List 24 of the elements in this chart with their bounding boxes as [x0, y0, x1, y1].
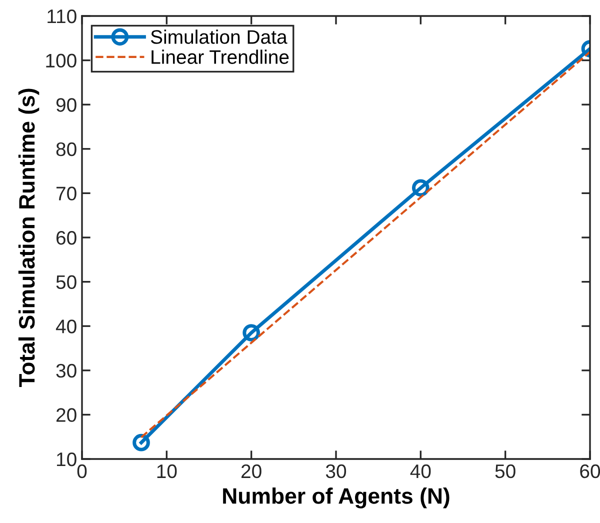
- x-tick-label: 20: [242, 464, 262, 478]
- x-tick-label: 40: [410, 464, 431, 478]
- legend-label: Linear Trendline: [152, 50, 289, 64]
- point: [242, 324, 260, 342]
- x-tick-label: 50: [495, 464, 516, 478]
- y-tick-label: 100: [46, 54, 76, 68]
- legend-label: Simulation Data: [150, 30, 288, 44]
- y-tick-label: 70: [56, 186, 76, 200]
- y-tick-label: 20: [56, 408, 76, 422]
- y-tick-label: 50: [56, 275, 76, 290]
- y-tick-label: 90: [56, 98, 76, 112]
- y-tick-label: 40: [56, 320, 76, 334]
- y-tick-label: 80: [56, 142, 76, 156]
- x-axis-title: Number of Agents (N): [223, 488, 450, 508]
- y-tick-label: 10: [56, 452, 76, 466]
- y-tick-label: 30: [56, 364, 76, 378]
- x-tick-label: 10: [157, 464, 177, 478]
- y-tick-label: 110: [48, 9, 76, 24]
- y-tick-label: 60: [56, 230, 76, 245]
- x-tick-label: 0: [77, 464, 87, 478]
- x-tick-label: 30: [326, 464, 346, 478]
- y-axis-title: Total Simulation Runtime (s): [18, 88, 40, 388]
- x-tick-label: 60: [580, 464, 600, 478]
- point: [132, 434, 150, 452]
